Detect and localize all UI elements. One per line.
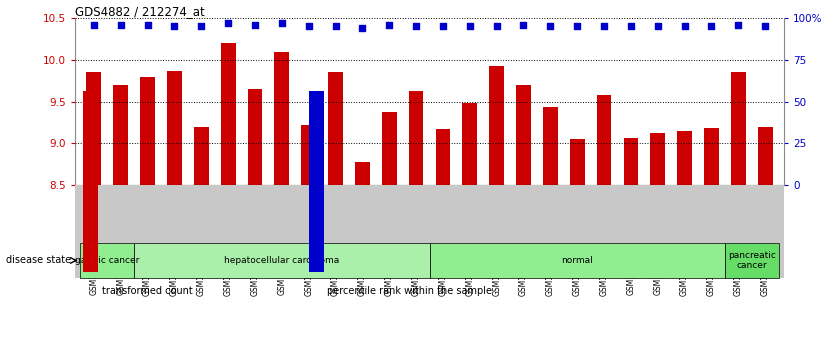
Bar bbox=[430, 243, 725, 278]
Point bbox=[517, 22, 530, 28]
Bar bbox=[140, 77, 155, 363]
Bar bbox=[382, 112, 397, 363]
Point bbox=[114, 22, 128, 28]
Point bbox=[597, 24, 610, 29]
Text: pancreatic
cancer: pancreatic cancer bbox=[728, 251, 776, 270]
Text: normal: normal bbox=[561, 256, 593, 265]
Text: transformed count: transformed count bbox=[102, 286, 193, 296]
Bar bbox=[731, 73, 746, 363]
Bar bbox=[758, 127, 772, 363]
Point bbox=[222, 20, 235, 26]
Bar bbox=[462, 103, 477, 363]
Point bbox=[436, 24, 450, 29]
Bar bbox=[435, 129, 450, 363]
Bar bbox=[543, 107, 558, 363]
Point bbox=[544, 24, 557, 29]
Point bbox=[624, 24, 637, 29]
Bar bbox=[301, 125, 316, 363]
Bar bbox=[80, 243, 134, 278]
Point bbox=[329, 24, 342, 29]
Bar bbox=[516, 85, 531, 363]
Text: percentile rank within the sample: percentile rank within the sample bbox=[327, 286, 492, 296]
Point bbox=[678, 24, 691, 29]
Point bbox=[88, 22, 101, 28]
Bar bbox=[193, 127, 208, 363]
Text: hepatocellular carcinoma: hepatocellular carcinoma bbox=[224, 256, 339, 265]
Point bbox=[490, 24, 503, 29]
Point bbox=[141, 22, 154, 28]
Point bbox=[275, 20, 289, 26]
Bar bbox=[596, 95, 611, 363]
Bar bbox=[570, 139, 585, 363]
Point bbox=[168, 24, 181, 29]
Bar bbox=[134, 243, 430, 278]
Point bbox=[249, 22, 262, 28]
Bar bbox=[677, 131, 692, 363]
Point bbox=[194, 24, 208, 29]
Point bbox=[302, 24, 315, 29]
Point bbox=[356, 25, 369, 31]
Bar bbox=[651, 133, 666, 363]
Bar bbox=[624, 138, 638, 363]
Point bbox=[651, 24, 665, 29]
Bar bbox=[328, 73, 343, 363]
Bar bbox=[248, 89, 263, 363]
Bar bbox=[87, 73, 101, 363]
Point bbox=[383, 22, 396, 28]
Bar bbox=[274, 52, 289, 363]
Point bbox=[409, 24, 423, 29]
Bar bbox=[704, 129, 719, 363]
Bar bbox=[113, 85, 128, 363]
Bar bbox=[409, 91, 424, 363]
Point bbox=[570, 24, 584, 29]
Bar bbox=[490, 66, 504, 363]
Text: gastric cancer: gastric cancer bbox=[75, 256, 139, 265]
Bar bbox=[355, 162, 369, 363]
Bar bbox=[725, 243, 779, 278]
Point bbox=[705, 24, 718, 29]
Point bbox=[758, 24, 771, 29]
Bar bbox=[221, 43, 235, 363]
Text: disease state: disease state bbox=[6, 256, 71, 265]
Bar bbox=[167, 71, 182, 363]
Text: GDS4882 / 212274_at: GDS4882 / 212274_at bbox=[75, 5, 205, 18]
Point bbox=[463, 24, 476, 29]
Point bbox=[731, 22, 745, 28]
